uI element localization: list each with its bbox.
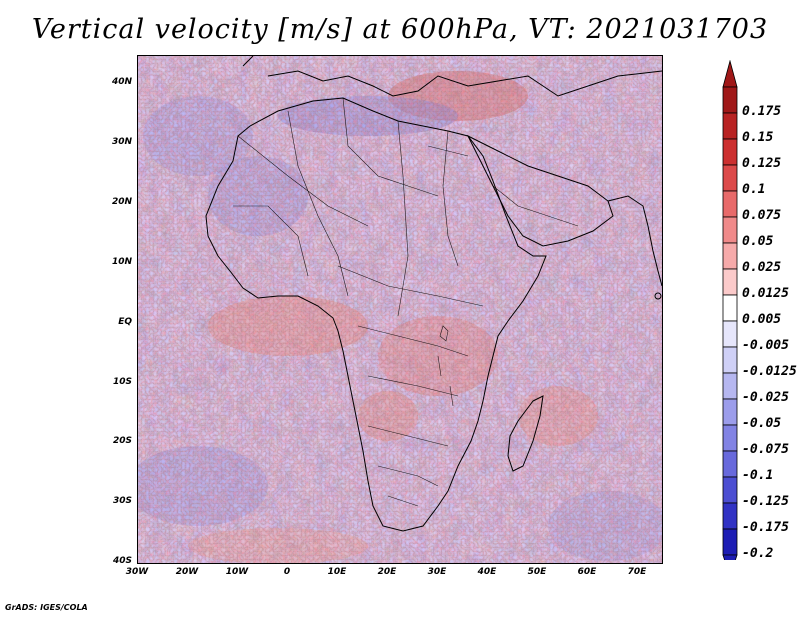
africa-coastline <box>205 97 547 532</box>
field-speckle <box>138 56 662 563</box>
sri-lanka-coastline <box>654 292 662 300</box>
lat-tick-label: 20S <box>112 436 132 446</box>
colorbar-segment <box>722 450 738 478</box>
coastlines <box>205 56 662 532</box>
colorbar-segment <box>722 528 738 556</box>
lat-tick-label: 30S <box>112 496 132 506</box>
colorbar-tick-label: 0.005 <box>742 312 782 327</box>
colorbar-tick-label: -0.2 <box>742 546 774 561</box>
colorbar-tick-label: 0.075 <box>742 208 782 223</box>
colorbar-segment <box>722 242 738 270</box>
colorbar-segment <box>722 138 738 166</box>
colorbar-tick-label: 0.025 <box>742 260 782 275</box>
madagascar-coastline <box>507 395 544 472</box>
lon-tick-label: 60E <box>577 567 597 577</box>
colorbar-tick-label: 0.175 <box>742 104 782 119</box>
colorbar-segment <box>722 164 738 192</box>
colorbar-tick-label: -0.005 <box>742 338 789 353</box>
colorbar-tick-label: 0.15 <box>742 130 774 145</box>
colorbar-tick-label: 0.0125 <box>742 286 789 301</box>
colorbar-tick-label: 0.05 <box>742 234 774 249</box>
colorbar-segment <box>722 294 738 322</box>
colorbar-segment <box>722 346 738 374</box>
colorbar-segment <box>722 86 738 114</box>
lat-tick-label: 30N <box>111 137 132 147</box>
colorbar <box>722 60 738 560</box>
colorbar-tick-label: -0.125 <box>742 494 789 509</box>
colorbar-segment <box>722 112 738 140</box>
colorbar-tick-label: -0.025 <box>742 390 789 405</box>
colorbar-tick-label: -0.0125 <box>742 364 797 379</box>
lat-tick-label: 10S <box>112 377 132 387</box>
field-map <box>138 56 662 563</box>
map-panel <box>137 55 663 564</box>
lat-tick-label: 40N <box>111 77 132 87</box>
colorbar-tick-label: -0.175 <box>742 520 789 535</box>
colorbar-segment <box>722 476 738 504</box>
lat-tick-label: EQ <box>118 317 132 327</box>
plot-title: Vertical velocity [m/s] at 600hPa, VT: 2… <box>31 14 769 45</box>
colorbar-tick-label: -0.05 <box>742 416 782 431</box>
colorbar-segment <box>722 216 738 244</box>
lat-tick-label: 40S <box>112 556 132 566</box>
colorbar-segment <box>722 268 738 296</box>
arabia-coastline <box>466 134 614 247</box>
lon-tick-label: 20W <box>175 567 199 577</box>
lon-tick-label: 30W <box>125 567 149 577</box>
colorbar-segment <box>722 424 738 452</box>
india-coastline <box>607 195 662 287</box>
colorbar-segment <box>722 190 738 218</box>
colorbar-extension-min <box>722 554 738 560</box>
colorbar-segment <box>722 320 738 348</box>
colorbar-segment <box>722 372 738 400</box>
lon-tick-label: 10W <box>225 567 249 577</box>
europe-coastline <box>242 56 662 97</box>
lon-tick-label: 20E <box>377 567 397 577</box>
colorbar-tick-label: 0.1 <box>742 182 766 197</box>
grads-credit: GrADS: IGES/COLA <box>5 603 88 612</box>
lon-tick-label: 50E <box>527 567 547 577</box>
colorbar-tick-label: -0.075 <box>742 442 789 457</box>
colorbar-tick-label: 0.125 <box>742 156 782 171</box>
lon-tick-label: 0 <box>283 567 291 577</box>
colorbar-extension-max <box>722 60 738 88</box>
lon-tick-label: 10E <box>327 567 347 577</box>
lon-tick-label: 40E <box>477 567 497 577</box>
colorbar-segment <box>722 502 738 530</box>
lon-tick-label: 30E <box>427 567 447 577</box>
lon-tick-label: 70E <box>627 567 647 577</box>
colorbar-tick-label: -0.1 <box>742 468 774 483</box>
colorbar-segment <box>722 398 738 426</box>
lat-tick-label: 20N <box>111 197 132 207</box>
country-borders <box>233 97 579 507</box>
lat-tick-label: 10N <box>111 257 132 267</box>
